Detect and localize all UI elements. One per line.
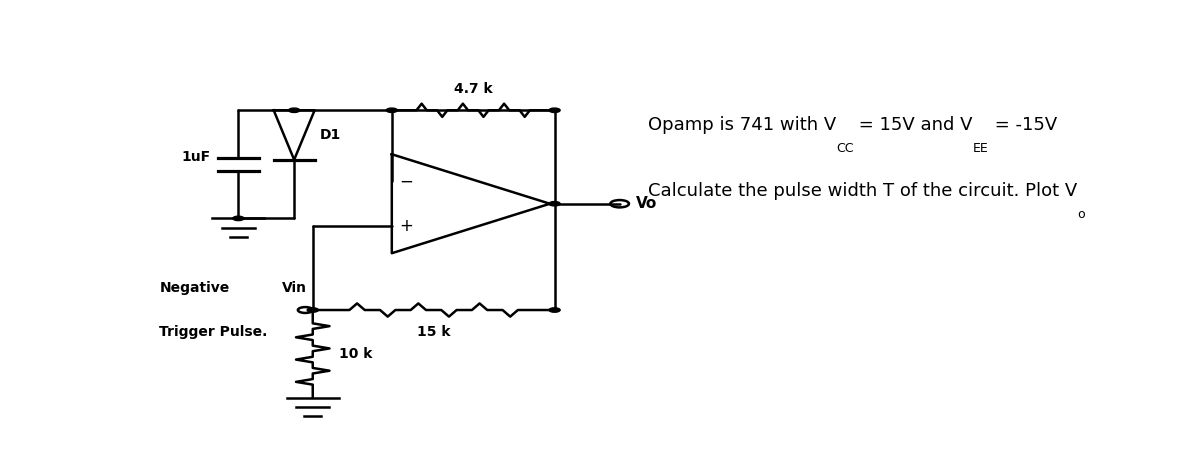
Text: +: + (400, 217, 413, 235)
Text: = -15V: = -15V (989, 117, 1057, 134)
Text: Vo: Vo (636, 196, 658, 211)
Text: D1: D1 (320, 128, 342, 142)
Text: 4.7 k: 4.7 k (454, 81, 492, 96)
Text: EE: EE (973, 142, 989, 156)
Text: 10 k: 10 k (338, 347, 372, 361)
Circle shape (307, 308, 318, 312)
Circle shape (386, 108, 397, 112)
Circle shape (548, 108, 560, 112)
Text: 15 k: 15 k (416, 325, 450, 339)
Text: = 15V and V: = 15V and V (853, 117, 973, 134)
Circle shape (233, 216, 244, 220)
Circle shape (548, 308, 560, 312)
Text: Negative: Negative (160, 281, 229, 295)
Circle shape (548, 201, 560, 206)
Text: Vin: Vin (282, 281, 307, 295)
Text: o: o (1076, 208, 1085, 221)
Circle shape (288, 108, 300, 112)
Text: −: − (400, 172, 413, 190)
Text: CC: CC (835, 142, 853, 156)
Text: Opamp is 741 with V: Opamp is 741 with V (648, 117, 835, 134)
Text: Trigger Pulse.: Trigger Pulse. (160, 325, 268, 339)
Text: Calculate the pulse width T of the circuit. Plot V: Calculate the pulse width T of the circu… (648, 182, 1076, 200)
Text: 1uF: 1uF (181, 150, 210, 164)
